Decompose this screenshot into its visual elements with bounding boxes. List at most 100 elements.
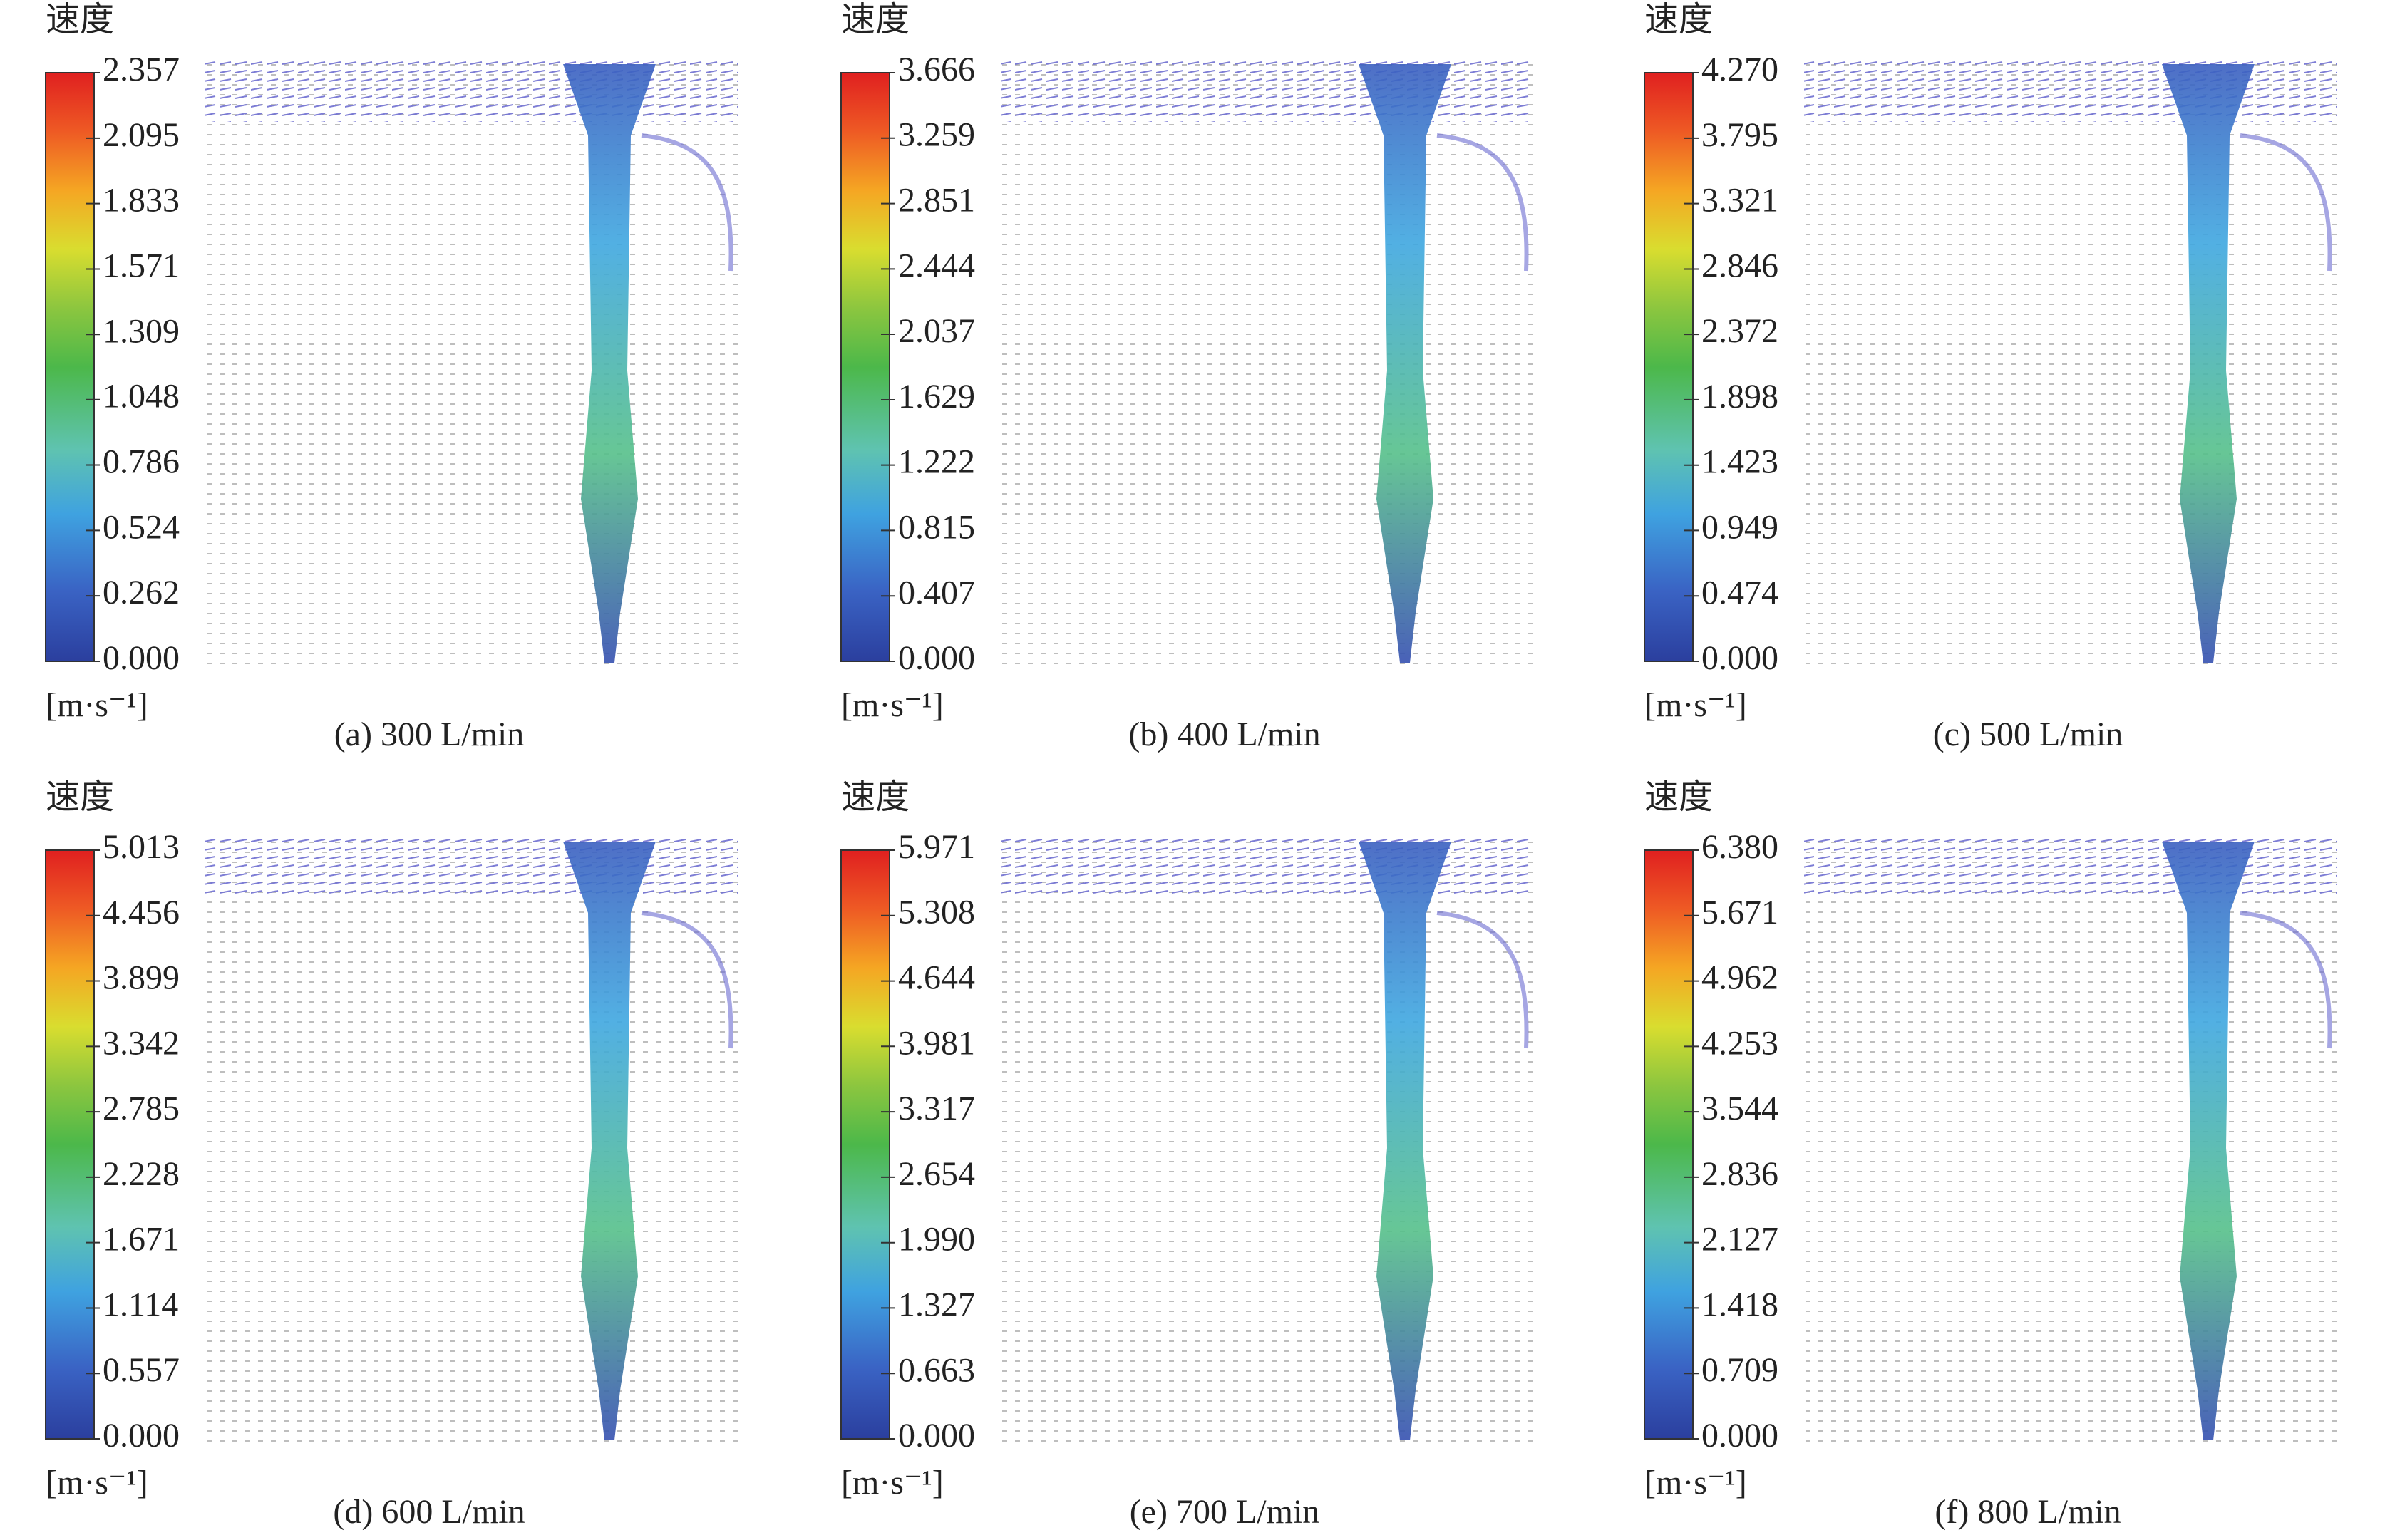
surface-flow <box>205 835 738 899</box>
colorbar-tick-label: 3.321 <box>1701 182 1778 219</box>
colorbar-title: 速度 <box>1644 777 1713 817</box>
colorbar <box>45 72 95 662</box>
colorbar-tick-label: 0.000 <box>103 639 180 677</box>
colorbar-tick-label: 4.456 <box>103 894 180 931</box>
vector-field-background <box>205 835 738 1444</box>
colorbar-tick-label: 0.709 <box>1701 1351 1778 1389</box>
colorbar-tick-label: 0.407 <box>898 574 975 611</box>
panel: 速度 0.000 0.262 0.524 0.786 1.048 1.309 1.571 1.8… <box>45 0 738 753</box>
colorbar-tick-label: 1.571 <box>103 247 180 284</box>
side-vortex <box>2240 911 2332 1049</box>
colorbar-tick-label: 4.644 <box>898 959 975 997</box>
colorbar-tick-label: 2.037 <box>898 312 975 350</box>
surface-flow <box>1804 58 2337 122</box>
colorbar-tick-label: 2.444 <box>898 247 975 284</box>
colorbar <box>840 72 890 662</box>
colorbar <box>1644 72 1694 662</box>
jet-plume <box>2162 64 2255 663</box>
colorbar-title: 速度 <box>46 777 114 817</box>
colorbar-tick-label: 0.663 <box>898 1351 975 1389</box>
colorbar-tick-label: 3.899 <box>103 959 180 997</box>
colorbar-unit: [m·s⁻¹] <box>1644 686 1747 724</box>
colorbar-tick-label: 2.846 <box>1701 247 1778 284</box>
colorbar-tick-label: 0.000 <box>103 1417 180 1454</box>
colorbar-tick-label: 4.253 <box>1701 1024 1778 1062</box>
colorbar-tick-label: 3.259 <box>898 116 975 154</box>
panel: 速度 0.000 0.474 0.949 1.423 1.898 2.372 2.846 3.3… <box>1644 0 2337 753</box>
colorbar-tick-label: 1.309 <box>103 312 180 350</box>
caption: (e) 700 L/min <box>1130 1493 1320 1531</box>
colorbar <box>1644 849 1694 1440</box>
colorbar-tick-label: 0.474 <box>1701 574 1778 611</box>
side-vortex <box>1436 911 1529 1049</box>
colorbar-tick-label: 3.317 <box>898 1090 975 1127</box>
colorbar <box>45 849 95 1440</box>
colorbar-tick-label: 0.557 <box>103 1351 180 1389</box>
vector-field-background <box>1001 58 1533 666</box>
colorbar-tick-label: 0.262 <box>103 574 180 611</box>
colorbar-unit: [m·s⁻¹] <box>46 686 148 724</box>
colorbar-tick-label: 1.671 <box>103 1221 180 1259</box>
caption: (c) 500 L/min <box>1933 715 2123 753</box>
colorbar-tick-label: 2.851 <box>898 182 975 219</box>
colorbar-tick-label: 3.981 <box>898 1024 975 1062</box>
colorbar-tick-label: 0.000 <box>1701 1417 1778 1454</box>
colorbar-tick-label: 4.270 <box>1701 51 1778 88</box>
colorbar-unit: [m·s⁻¹] <box>841 1464 944 1502</box>
caption: (d) 600 L/min <box>333 1493 525 1531</box>
colorbar-title: 速度 <box>841 0 910 39</box>
colorbar-unit: [m·s⁻¹] <box>46 1464 148 1502</box>
colorbar-tick-label: 1.048 <box>103 378 180 415</box>
colorbar <box>840 849 890 1440</box>
colorbar-tick-label: 5.971 <box>898 828 975 866</box>
colorbar-tick-label: 1.423 <box>1701 443 1778 481</box>
colorbar-tick-label: 2.654 <box>898 1155 975 1193</box>
colorbar-tick-label: 1.327 <box>898 1286 975 1323</box>
colorbar-tick-label: 1.418 <box>1701 1286 1778 1323</box>
colorbar-tick-label: 2.095 <box>103 116 180 154</box>
colorbar-tick-label: 0.000 <box>898 639 975 677</box>
vector-field-background <box>1804 835 2337 1444</box>
panel: 速度 0.000 0.709 1.418 2.127 2.836 3.544 4.253 4.9… <box>1644 777 2337 1531</box>
colorbar-title: 速度 <box>46 0 114 39</box>
colorbar-tick-label: 6.380 <box>1701 828 1778 866</box>
panel: 速度 0.000 0.557 1.114 1.671 2.228 2.785 3.342 3.8… <box>45 777 738 1531</box>
panel: 速度 0.000 0.407 0.815 1.222 1.629 2.037 2.444 2.8… <box>840 0 1533 753</box>
colorbar-tick-label: 3.342 <box>103 1024 180 1062</box>
surface-flow <box>205 58 738 122</box>
colorbar-tick-label: 1.222 <box>898 443 975 481</box>
colorbar-title: 速度 <box>841 777 910 817</box>
colorbar-tick-label: 3.544 <box>1701 1090 1778 1127</box>
colorbar-tick-label: 1.114 <box>103 1286 178 1323</box>
colorbar-tick-label: 4.962 <box>1701 959 1778 997</box>
jet-plume <box>1359 64 1451 663</box>
colorbar-tick-label: 3.795 <box>1701 116 1778 154</box>
colorbar-title: 速度 <box>1644 0 1713 39</box>
colorbar-unit: [m·s⁻¹] <box>841 686 944 724</box>
colorbar-tick-label: 1.990 <box>898 1221 975 1259</box>
panel: 速度 0.000 0.663 1.327 1.990 2.654 3.317 3.981 4.6… <box>840 777 1533 1531</box>
vector-field-background <box>1001 835 1533 1444</box>
surface-flow <box>1804 835 2337 899</box>
colorbar-tick-label: 2.127 <box>1701 1221 1778 1259</box>
colorbar-tick-label: 2.372 <box>1701 312 1778 350</box>
jet-plume <box>563 64 656 663</box>
caption: (a) 300 L/min <box>334 715 525 753</box>
side-vortex <box>641 911 733 1049</box>
side-vortex <box>1436 133 1529 272</box>
colorbar-tick-label: 1.898 <box>1701 378 1778 415</box>
surface-flow <box>1001 835 1533 899</box>
jet-plume <box>2162 842 2255 1440</box>
vector-field-background <box>1804 58 2337 666</box>
colorbar-tick-label: 2.785 <box>103 1090 180 1127</box>
colorbar-tick-label: 0.949 <box>1701 508 1778 546</box>
jet-plume <box>563 842 656 1440</box>
colorbar-tick-label: 0.786 <box>103 443 180 481</box>
jet-plume <box>1359 842 1451 1440</box>
colorbar-tick-label: 0.000 <box>898 1417 975 1454</box>
colorbar-tick-label: 0.000 <box>1701 639 1778 677</box>
colorbar-tick-label: 5.308 <box>898 894 975 931</box>
colorbar-tick-label: 1.629 <box>898 378 975 415</box>
caption: (f) 800 L/min <box>1935 1493 2121 1531</box>
